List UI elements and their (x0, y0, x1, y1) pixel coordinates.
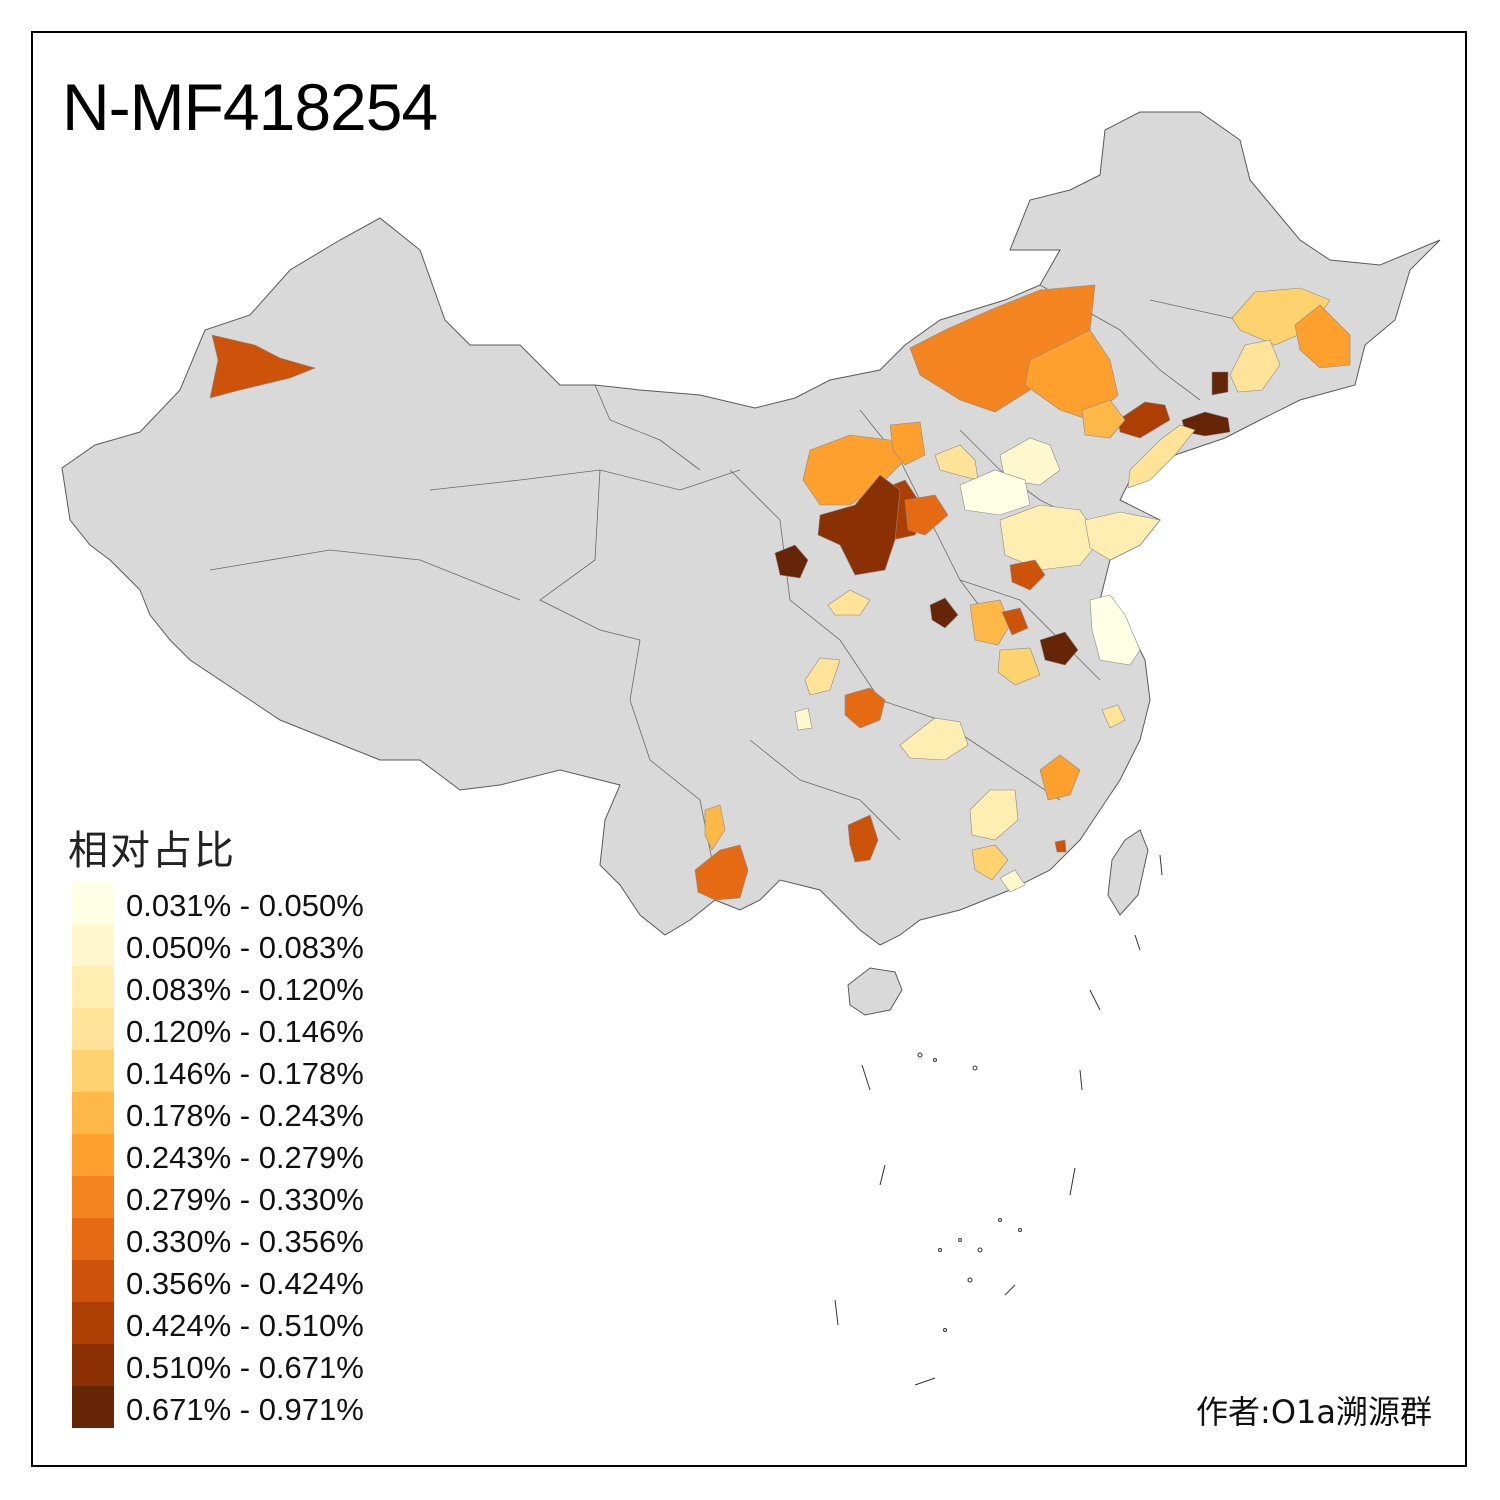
henan-east-region (1001, 607, 1029, 636)
zhejiang-region (1101, 704, 1126, 729)
legend-label: 0.120% - 0.146% (126, 1014, 364, 1049)
legend-swatch (72, 966, 114, 1008)
legend-label: 0.083% - 0.120% (126, 972, 364, 1007)
yunnan-central-region (694, 844, 749, 901)
henan-west-region (929, 597, 959, 629)
yunnan-north-region (704, 804, 726, 851)
highlighted-regions (209, 284, 1351, 901)
legend-label: 0.279% - 0.330% (126, 1182, 364, 1217)
south-china-sea-islands (834, 854, 1163, 1386)
legend-swatch (72, 1050, 114, 1092)
liaoning-north-region (1117, 401, 1171, 439)
legend-swatch (72, 1218, 114, 1260)
liaoning-west-region (1081, 399, 1126, 439)
shaanxi-central-region (817, 474, 901, 576)
heilongjiang-east-region (1294, 304, 1351, 369)
guangdong-central-region (999, 869, 1026, 893)
chongqing-region (844, 687, 886, 729)
henan-north-region (1009, 559, 1046, 591)
taiwan-island (1107, 829, 1149, 916)
legend-swatch (72, 1302, 114, 1344)
legend-label: 0.243% - 0.279% (126, 1140, 364, 1175)
legend-swatch (72, 1134, 114, 1176)
shandong-east-region (1084, 511, 1161, 561)
sichuan-north-region (804, 657, 841, 696)
legend-swatch (72, 924, 114, 966)
henan-central-region (969, 599, 1011, 646)
author-credit: 作者:O1a溯源群 (1196, 1393, 1432, 1431)
legend-swatch (72, 882, 114, 924)
legend-swatch (72, 1386, 114, 1428)
legend-swatch (72, 1260, 114, 1302)
shandong-region (999, 504, 1101, 571)
legend-label: 0.031% - 0.050% (126, 888, 364, 923)
china-mainland (61, 111, 1441, 946)
legend-label: 0.178% - 0.243% (126, 1098, 364, 1133)
legend-title: 相对占比 (68, 828, 236, 874)
legend-label: 0.356% - 0.424% (126, 1266, 364, 1301)
hubei-region (899, 717, 969, 761)
map-title: N-MF418254 (62, 70, 438, 144)
legend-swatch (72, 1344, 114, 1386)
legend-swatch (72, 1092, 114, 1134)
sichuan-central-region (794, 707, 813, 731)
anhui-north-region (1039, 631, 1079, 666)
legend-label: 0.671% - 0.971% (126, 1392, 364, 1427)
hainan-island (847, 967, 903, 1016)
guizhou-region (847, 814, 879, 863)
liaoning-south-region (1127, 424, 1196, 489)
gansu-south-region (827, 589, 871, 616)
anhui-south-region (997, 647, 1041, 686)
legend-label: 0.330% - 0.356% (126, 1224, 364, 1259)
legend-swatch (72, 1008, 114, 1050)
map-frame (31, 31, 1467, 1467)
legend-swatch (72, 1176, 114, 1218)
jilin-region-1 (1229, 339, 1281, 393)
legend-label: 0.424% - 0.510% (126, 1308, 364, 1343)
inner-mongolia-baotou-region (889, 421, 926, 466)
jilin-region-2 (1211, 371, 1229, 396)
ningxia-region (774, 544, 809, 579)
xinjiang-northwest-region (209, 334, 316, 399)
guangdong-north-region (971, 844, 1009, 881)
legend-label: 0.050% - 0.083% (126, 930, 364, 965)
jiangsu-region (1089, 594, 1141, 666)
hebei-central-region (959, 469, 1031, 516)
jiangxi-region (1039, 754, 1081, 801)
fujian-region (1054, 839, 1067, 853)
shanxi-west-region (904, 494, 949, 536)
legend-label: 0.146% - 0.178% (126, 1056, 364, 1091)
jiangxi-south-region (969, 789, 1019, 841)
legend-label: 0.510% - 0.671% (126, 1350, 364, 1385)
